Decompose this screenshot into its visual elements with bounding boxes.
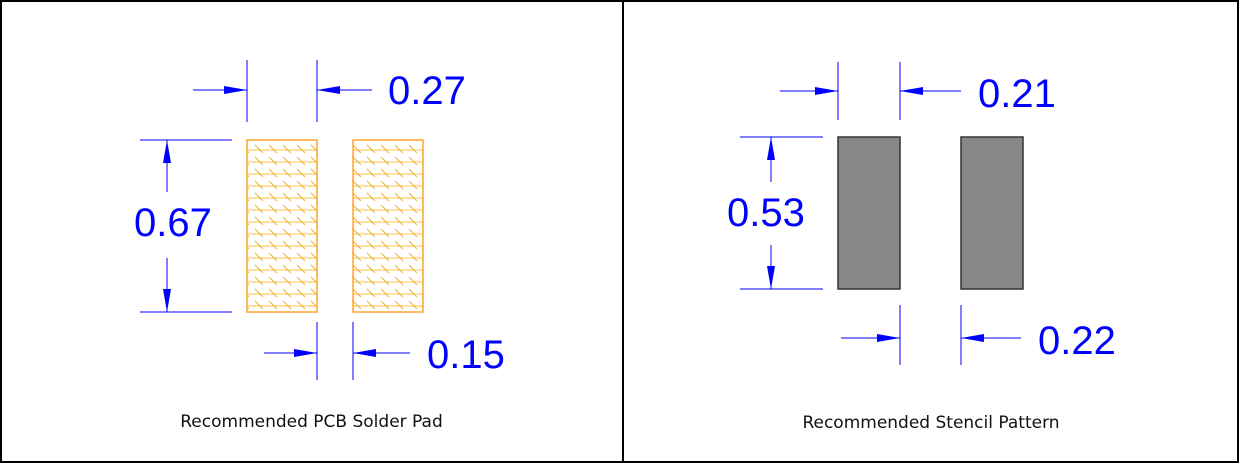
arrowhead-down xyxy=(163,289,171,312)
arrowhead-left xyxy=(900,87,923,95)
arrowhead-left xyxy=(353,349,376,357)
dimension-top-label: 0.21 xyxy=(978,72,1056,116)
dimension-left-label: 0.53 xyxy=(727,191,805,235)
dimension-left: 0.53 xyxy=(727,136,823,290)
arrowhead-right xyxy=(815,87,838,95)
arrowhead-up xyxy=(767,137,775,160)
arrowhead-right xyxy=(294,349,317,357)
dimension-left: 0.67 xyxy=(134,139,232,313)
dimension-bottom: 0.22 xyxy=(841,305,1116,365)
pcb-panel-caption: Recommended PCB Solder Pad xyxy=(180,412,443,432)
stencil-drawing: 0.21 0.53 0.22 xyxy=(727,62,1116,365)
dimension-bottom: 0.15 xyxy=(264,322,505,380)
stencil-aperture-right xyxy=(960,136,1024,290)
dimension-bottom-label: 0.22 xyxy=(1038,319,1116,363)
solder-pad-right xyxy=(352,139,424,313)
dimension-top: 0.27 xyxy=(193,60,466,122)
arrowhead-left xyxy=(961,334,984,342)
dimension-top-label: 0.27 xyxy=(388,69,466,113)
arrowhead-left xyxy=(317,86,340,94)
arrowhead-down xyxy=(767,266,775,289)
arrowhead-right xyxy=(224,86,247,94)
stencil-aperture-left xyxy=(837,136,901,290)
arrowhead-right xyxy=(877,334,900,342)
dimension-left-label: 0.67 xyxy=(134,201,212,245)
solder-pad-left xyxy=(246,139,318,313)
stencil-pattern-panel: 0.21 0.53 0.22 Recommended Stencil Patte… xyxy=(623,0,1239,463)
dimension-top: 0.21 xyxy=(780,62,1056,120)
pcb-solder-pad-panel: 0.27 0.67 0.15 Recommended PCB Solder Pa… xyxy=(134,60,505,432)
pcb-pad-drawing: 0.27 0.67 0.15 xyxy=(134,60,505,380)
dimension-bottom-label: 0.15 xyxy=(427,333,505,377)
stencil-panel-caption: Recommended Stencil Pattern xyxy=(802,413,1060,433)
arrowhead-up xyxy=(163,140,171,163)
